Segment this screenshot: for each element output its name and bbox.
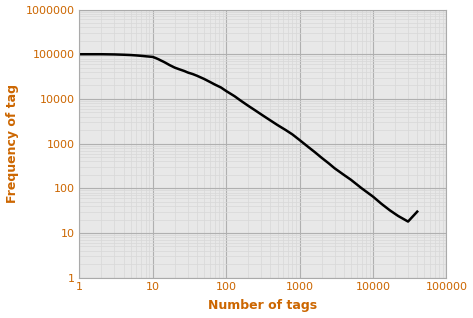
X-axis label: Number of tags: Number of tags xyxy=(208,300,317,313)
Y-axis label: Frequency of tag: Frequency of tag xyxy=(6,84,18,203)
